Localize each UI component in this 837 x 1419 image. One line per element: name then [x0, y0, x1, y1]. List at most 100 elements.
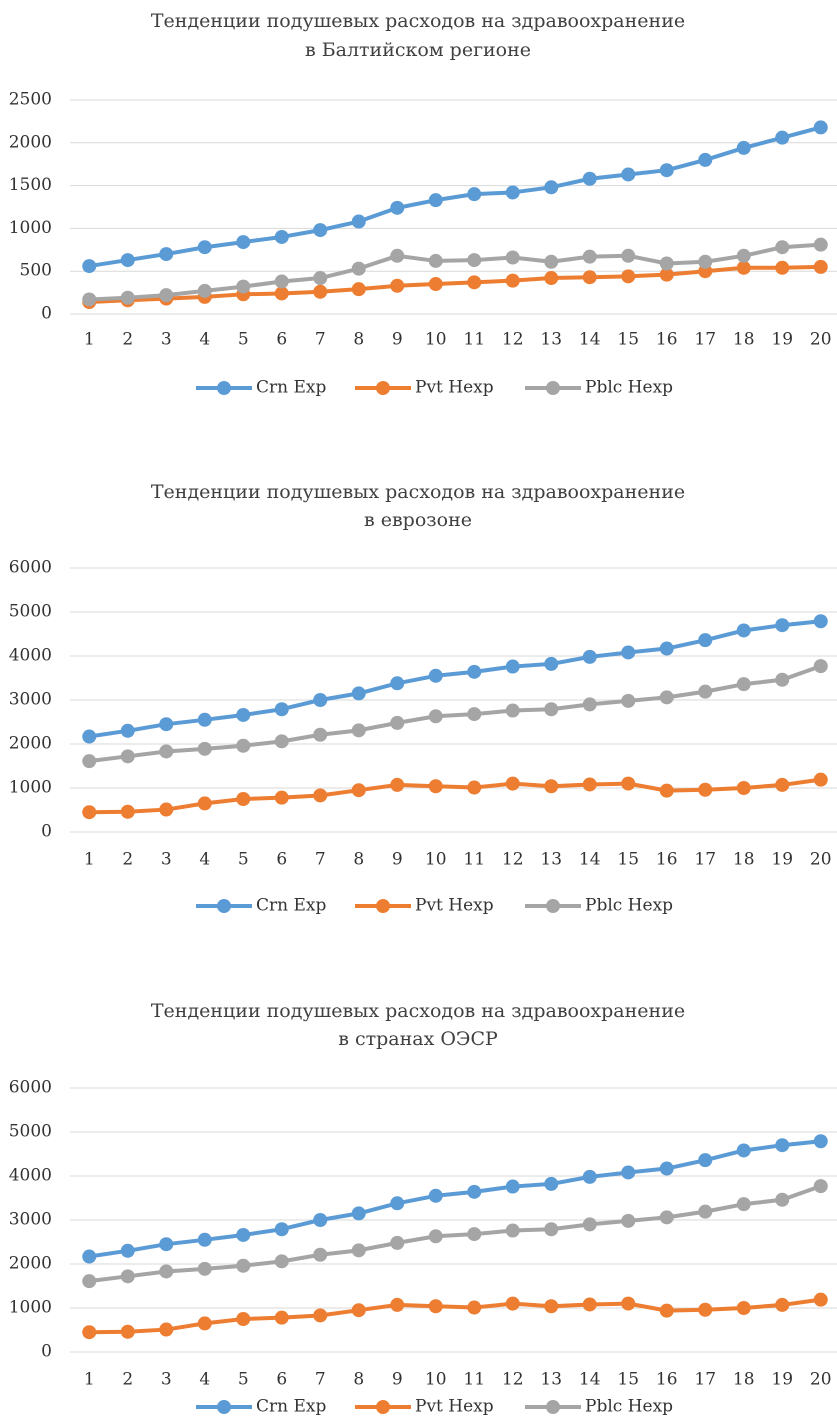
- data-point: [659, 641, 674, 656]
- data-point: [313, 223, 328, 238]
- data-point: [659, 690, 674, 705]
- data-point: [428, 779, 443, 794]
- x-tick-label: 1: [84, 330, 95, 350]
- x-tick-label: 14: [579, 850, 601, 870]
- data-point: [82, 754, 97, 769]
- legend-label: Crn Exp: [256, 378, 326, 398]
- legend-label: Crn Exp: [256, 896, 326, 916]
- x-tick-label: 13: [540, 850, 562, 870]
- data-point: [467, 1300, 482, 1315]
- data-point: [813, 1292, 828, 1307]
- legend-label: Pblc Hexp: [585, 896, 673, 916]
- legend-marker: [546, 381, 560, 395]
- data-point: [274, 1254, 289, 1269]
- data-point: [467, 275, 482, 290]
- chart: Тенденции подушевых расходов на здравоох…: [9, 481, 837, 916]
- x-tick-label: 12: [502, 1370, 524, 1390]
- data-point: [313, 1308, 328, 1323]
- x-tick-label: 6: [276, 330, 287, 350]
- data-point: [582, 697, 597, 712]
- data-point: [621, 1296, 636, 1311]
- data-point: [736, 623, 751, 638]
- x-tick-label: 13: [540, 1370, 562, 1390]
- x-tick-label: 2: [122, 330, 133, 350]
- x-tick-label: 4: [199, 1370, 210, 1390]
- x-tick-label: 1: [84, 1370, 95, 1390]
- data-point: [236, 738, 251, 753]
- data-point: [505, 659, 520, 674]
- chart: Тенденции подушевых расходов на здравоох…: [9, 10, 837, 398]
- data-point: [698, 1153, 713, 1168]
- chart: Тенденции подушевых расходов на здравоох…: [9, 1000, 837, 1417]
- data-point: [82, 805, 97, 820]
- data-point: [659, 256, 674, 271]
- data-point: [390, 676, 405, 691]
- x-tick-label: 20: [810, 1370, 832, 1390]
- data-point: [82, 1325, 97, 1340]
- data-point: [428, 1299, 443, 1314]
- legend-marker: [376, 899, 390, 913]
- data-point: [659, 1210, 674, 1225]
- data-point: [659, 267, 674, 282]
- data-point: [505, 250, 520, 265]
- data-point: [159, 247, 174, 262]
- y-tick-label: 1000: [9, 1298, 52, 1318]
- data-point: [390, 1297, 405, 1312]
- y-tick-label: 2000: [9, 132, 52, 152]
- data-point: [274, 286, 289, 301]
- data-point: [582, 649, 597, 664]
- data-point: [775, 777, 790, 792]
- data-point: [390, 1196, 405, 1211]
- data-point: [82, 292, 97, 307]
- data-point: [775, 240, 790, 255]
- x-tick-label: 5: [238, 850, 249, 870]
- x-tick-label: 5: [238, 330, 249, 350]
- legend-label: Pvt Hexp: [415, 896, 494, 916]
- data-point: [351, 261, 366, 276]
- data-point: [274, 702, 289, 717]
- y-tick-label: 1000: [9, 218, 52, 238]
- data-point: [236, 792, 251, 806]
- data-point: [197, 1232, 212, 1247]
- legend-marker: [376, 381, 390, 395]
- legend-label: Crn Exp: [256, 1397, 326, 1417]
- data-point: [82, 259, 97, 274]
- data-point: [505, 776, 520, 791]
- data-point: [197, 240, 212, 255]
- data-point: [775, 618, 790, 633]
- data-point: [736, 260, 751, 275]
- data-point: [428, 709, 443, 724]
- data-point: [120, 1269, 135, 1284]
- data-point: [274, 734, 289, 749]
- data-point: [313, 271, 328, 286]
- x-tick-label: 12: [502, 850, 524, 870]
- data-point: [120, 1324, 135, 1339]
- x-tick-label: 18: [733, 330, 755, 350]
- x-tick-label: 2: [122, 850, 133, 870]
- chart-title: Тенденции подушевых расходов на здравоох…: [151, 481, 685, 503]
- data-point: [120, 749, 135, 764]
- y-tick-label: 6000: [9, 558, 52, 578]
- data-point: [775, 260, 790, 275]
- y-tick-label: 4000: [9, 1166, 52, 1186]
- y-tick-label: 2000: [9, 1254, 52, 1274]
- x-tick-label: 11: [463, 330, 485, 350]
- data-point: [197, 1261, 212, 1276]
- data-point: [351, 686, 366, 701]
- data-point: [428, 1188, 443, 1203]
- data-point: [505, 1223, 520, 1238]
- data-point: [390, 200, 405, 215]
- data-point: [390, 278, 405, 293]
- x-tick-label: 20: [810, 330, 832, 350]
- x-tick-label: 10: [425, 1370, 447, 1390]
- data-point: [813, 659, 828, 674]
- data-point: [82, 729, 97, 744]
- data-point: [236, 1258, 251, 1273]
- data-point: [544, 1299, 559, 1314]
- data-point: [159, 717, 174, 732]
- x-tick-label: 1: [84, 850, 95, 870]
- data-point: [582, 171, 597, 186]
- chart-title: в Балтийском регионе: [305, 39, 531, 61]
- data-point: [698, 684, 713, 699]
- legend-label: Pblc Hexp: [585, 1397, 673, 1417]
